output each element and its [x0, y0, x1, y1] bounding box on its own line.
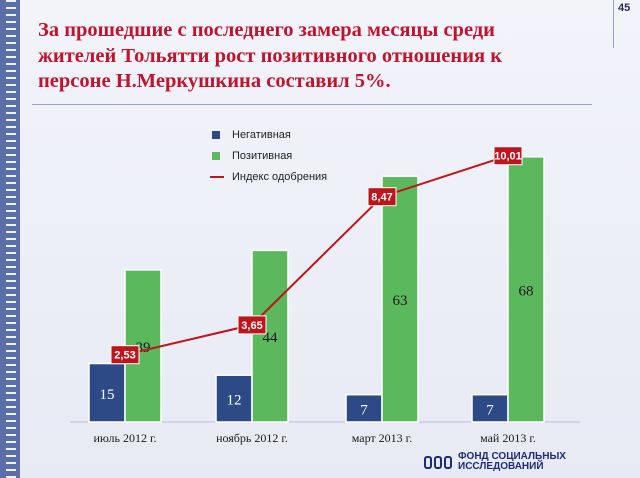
category-label-0: июль 2012 г.: [93, 431, 156, 445]
chart-legend: Негативная Позитивная Индекс одобрения: [210, 124, 327, 187]
left-decorative-bar: [0, 0, 20, 478]
legend-label-index: Индекс одобрения: [232, 170, 328, 183]
index-point-box-0: [110, 345, 140, 365]
logo-text: ФОНД СОЦИАЛЬНЫХ ИССЛЕДОВАНИЙ: [458, 452, 566, 472]
legend-line-index: [210, 175, 224, 178]
index-point-label-0: 2,53: [114, 350, 135, 362]
index-point-box-3: [493, 146, 523, 166]
legend-label-negative: Негативная: [232, 128, 291, 141]
bar-positive-1: [251, 249, 289, 423]
legend-swatch-positive: [212, 151, 220, 160]
logo-line-2: ИССЛЕДОВАНИЙ: [458, 461, 544, 472]
bar-label-negative-1: 12: [227, 393, 242, 409]
index-point-box-1: [237, 315, 267, 335]
index-point-label-3: 10,01: [494, 151, 522, 163]
bar-negative-0: [88, 362, 126, 423]
legend-item-positive: Позитивная: [210, 145, 327, 166]
index-point-label-1: 3,65: [241, 320, 262, 332]
index-point-label-2: 8,47: [371, 192, 392, 204]
logo-line-1: ФОНД СОЦИАЛЬНЫХ: [458, 451, 566, 462]
bar-positive-3: [507, 156, 545, 423]
legend-item-negative: Негативная: [210, 124, 327, 145]
page-number: 45: [618, 2, 631, 14]
slide-title: За прошедшие с последнего замера месяцы …: [38, 19, 503, 92]
bar-label-negative-0: 15: [100, 387, 115, 403]
title-underline: [32, 104, 592, 105]
logo-mark-icon: [424, 455, 452, 469]
index-point-box-2: [367, 187, 397, 207]
category-label-1: ноябрь 2012 г.: [216, 431, 288, 445]
category-label-2: март 2013 г.: [352, 431, 413, 445]
header-divider: [613, 0, 614, 48]
bar-negative-3: [471, 393, 509, 423]
bar-label-positive-3: 68: [519, 283, 534, 299]
bar-positive-2: [381, 175, 419, 423]
bar-negative-2: [345, 393, 383, 423]
left-bar-stripes: [6, 0, 16, 478]
bar-label-positive-2: 63: [393, 293, 408, 309]
legend-swatch-negative: [212, 130, 220, 139]
legend-label-positive: Позитивная: [232, 149, 293, 162]
legend-item-index: Индекс одобрения: [210, 166, 327, 187]
bar-label-negative-2: 7: [360, 402, 368, 418]
category-label-3: май 2013 г.: [480, 431, 536, 445]
logo: ФОНД СОЦИАЛЬНЫХ ИССЛЕДОВАНИЙ: [424, 452, 566, 472]
index-line: [124, 154, 509, 356]
bar-label-negative-3: 7: [486, 402, 494, 418]
